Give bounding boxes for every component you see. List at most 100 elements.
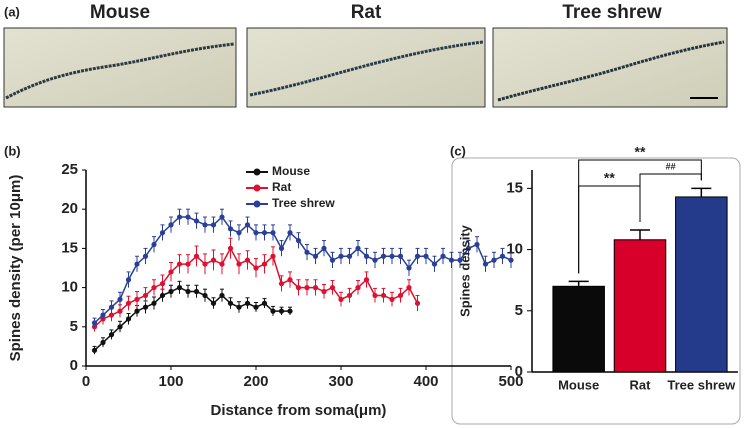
marker — [355, 245, 361, 251]
marker — [253, 230, 259, 236]
x-tick-label: Rat — [630, 377, 652, 392]
marker — [210, 300, 217, 306]
series-line — [93, 215, 512, 324]
micrograph — [492, 27, 728, 108]
marker — [270, 308, 276, 314]
marker — [91, 320, 98, 326]
significance-bracket — [639, 173, 702, 222]
marker — [338, 253, 344, 259]
marker — [244, 222, 251, 228]
marker — [100, 339, 106, 346]
marker — [440, 253, 446, 259]
panel-label: (a) — [4, 4, 20, 19]
marker — [491, 257, 497, 263]
marker — [168, 269, 174, 275]
marker — [406, 265, 412, 271]
x-tick-label: 300 — [328, 373, 353, 390]
marker — [270, 253, 276, 259]
x-tick-label: 400 — [413, 373, 438, 390]
significance-bracket — [578, 159, 702, 274]
marker — [236, 304, 242, 310]
marker — [329, 285, 336, 291]
y-axis-label: Spines density — [457, 224, 472, 317]
marker — [227, 245, 234, 251]
marker — [380, 253, 387, 259]
marker — [159, 292, 166, 299]
marker — [219, 261, 225, 267]
y-tick-label: 10 — [61, 279, 78, 296]
legend-label: Rat — [272, 180, 291, 194]
image-title: Tree shrew — [562, 2, 661, 23]
marker — [261, 230, 268, 236]
marker — [125, 316, 132, 322]
marker — [193, 288, 200, 295]
marker — [397, 292, 404, 299]
marker — [295, 285, 302, 291]
marker — [168, 288, 174, 295]
marker — [338, 296, 344, 302]
marker — [219, 214, 225, 220]
x-tick-label: Tree shrew — [667, 377, 736, 392]
marker — [287, 230, 293, 236]
marker — [406, 285, 412, 291]
marker — [482, 261, 489, 267]
marker — [261, 300, 268, 306]
marker — [193, 218, 200, 224]
marker — [108, 304, 115, 310]
marker — [142, 304, 149, 310]
y-tick-label: 0 — [70, 357, 78, 374]
marker — [474, 241, 480, 248]
legend-marker — [253, 184, 261, 192]
marker — [168, 222, 174, 228]
marker — [389, 253, 395, 259]
marker — [151, 300, 157, 306]
marker — [346, 253, 353, 259]
marker — [117, 308, 123, 314]
marker — [508, 257, 514, 263]
marker — [329, 257, 336, 263]
marker — [219, 292, 225, 299]
marker — [465, 245, 472, 251]
marker — [278, 245, 285, 251]
marker — [304, 285, 310, 291]
marker — [431, 261, 438, 267]
image-title: Mouse — [90, 2, 150, 23]
marker — [227, 226, 234, 232]
significance-label: ## — [666, 161, 676, 171]
y-tick-label: 25 — [61, 161, 78, 178]
marker — [321, 245, 327, 251]
bar — [552, 285, 605, 373]
marker — [253, 265, 259, 271]
legend-marker — [253, 168, 261, 176]
marker — [176, 261, 183, 267]
marker — [423, 253, 429, 259]
marker — [295, 237, 302, 244]
marker — [278, 281, 285, 287]
marker — [185, 214, 191, 220]
legend-label: Mouse — [272, 164, 310, 178]
marker — [159, 281, 166, 287]
legend-marker — [253, 200, 261, 208]
marker — [414, 300, 421, 306]
y-axis-label: Spines density (per 10μm) — [7, 175, 24, 362]
x-tick-label: 100 — [158, 373, 183, 390]
y-tick-label: 5 — [70, 318, 78, 335]
marker — [448, 257, 455, 263]
marker — [261, 261, 268, 267]
y-tick-label: 0 — [515, 363, 523, 380]
marker — [108, 332, 115, 338]
legend-label: Tree shrew — [272, 196, 335, 210]
marker — [346, 292, 353, 299]
panel-label: (c) — [450, 143, 466, 158]
bar — [675, 196, 728, 373]
marker — [142, 253, 149, 259]
micrograph — [246, 27, 486, 108]
marker — [457, 257, 463, 263]
significance-label: ** — [604, 170, 615, 186]
marker — [287, 308, 293, 314]
marker — [117, 296, 123, 302]
significance-label: ** — [635, 144, 646, 160]
marker — [355, 285, 361, 291]
marker — [287, 277, 293, 283]
